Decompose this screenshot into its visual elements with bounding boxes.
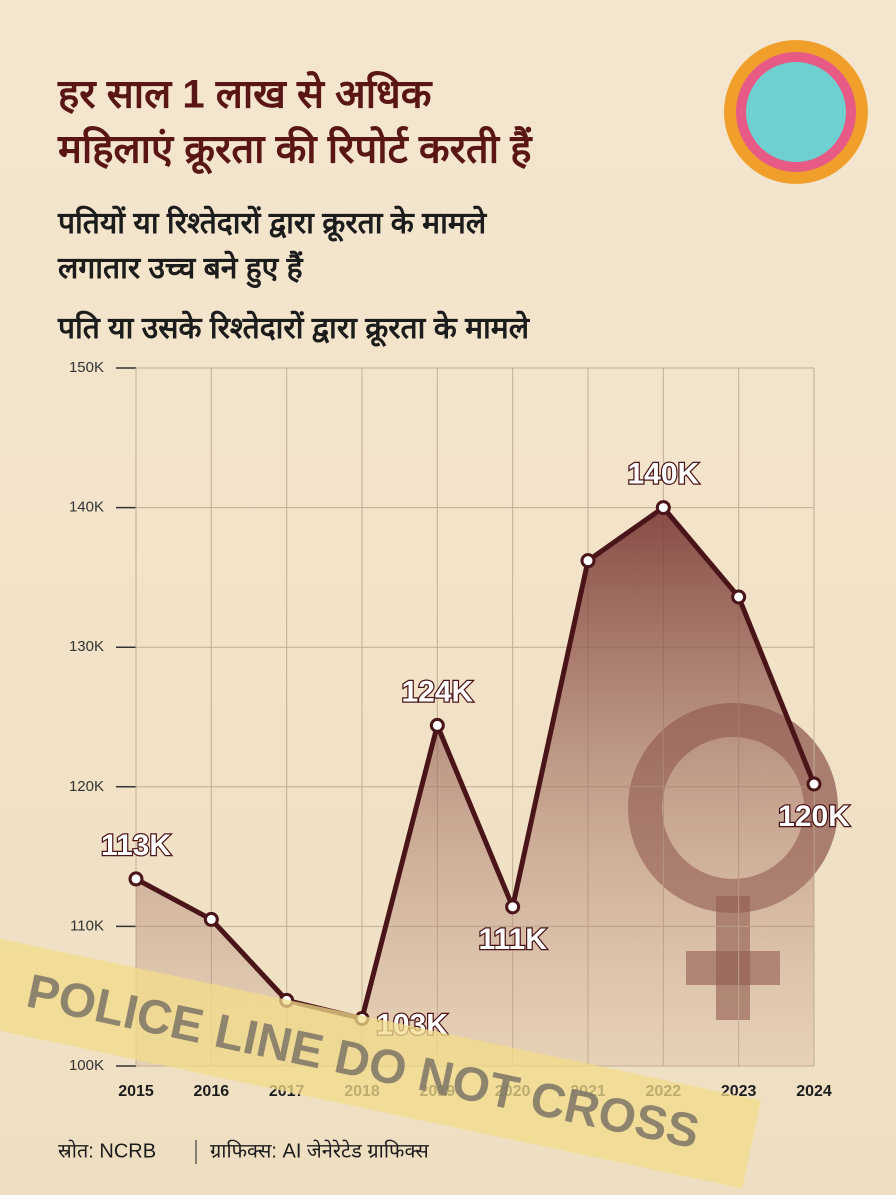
- y-tick-label: 120K: [69, 778, 104, 795]
- point: [580, 553, 596, 569]
- logo: [724, 40, 868, 184]
- subtitle: पतियों या रिश्तेदारों द्वारा क्रूरता के …: [57, 205, 488, 242]
- y-tick-label: 100K: [69, 1057, 104, 1074]
- x-tick-label: 2024: [796, 1083, 832, 1100]
- value-label: 140K: [627, 458, 699, 491]
- x-tick-label: 2016: [194, 1083, 230, 1100]
- point: [128, 871, 144, 887]
- value-label: 113K: [101, 829, 171, 862]
- source: स्रोत: NCRB: [58, 1139, 156, 1162]
- point: [203, 911, 219, 927]
- point: [505, 899, 521, 915]
- value-label: 124K: [401, 675, 473, 708]
- subtitle: लगातार उच्च बने हुए हैं: [57, 250, 304, 289]
- chart-title: पति या उसके रिश्तेदारों द्वारा क्रूरता क…: [57, 310, 531, 347]
- point: [429, 717, 445, 733]
- x-tick-label: 2015: [118, 1083, 154, 1100]
- point: [655, 500, 671, 516]
- title: महिलाएं क्रूरता की रिपोर्ट करती हैं: [57, 126, 533, 175]
- value-label: 120K: [778, 800, 850, 833]
- y-tick-label: 110K: [70, 917, 104, 934]
- line: [134, 505, 817, 1022]
- y-tick-label: 140K: [69, 499, 104, 516]
- y-tick-label: 130K: [69, 638, 104, 655]
- point: [731, 589, 747, 605]
- title: हर साल 1 लाख से अधिक: [57, 71, 433, 117]
- point: [806, 776, 822, 792]
- value-label: 111K: [478, 923, 547, 956]
- area: [136, 507, 814, 1067]
- credit: ग्राफिक्स: AI जेनेरेटेड ग्राफिक्स: [210, 1139, 429, 1162]
- y-tick-label: 150K: [69, 359, 104, 376]
